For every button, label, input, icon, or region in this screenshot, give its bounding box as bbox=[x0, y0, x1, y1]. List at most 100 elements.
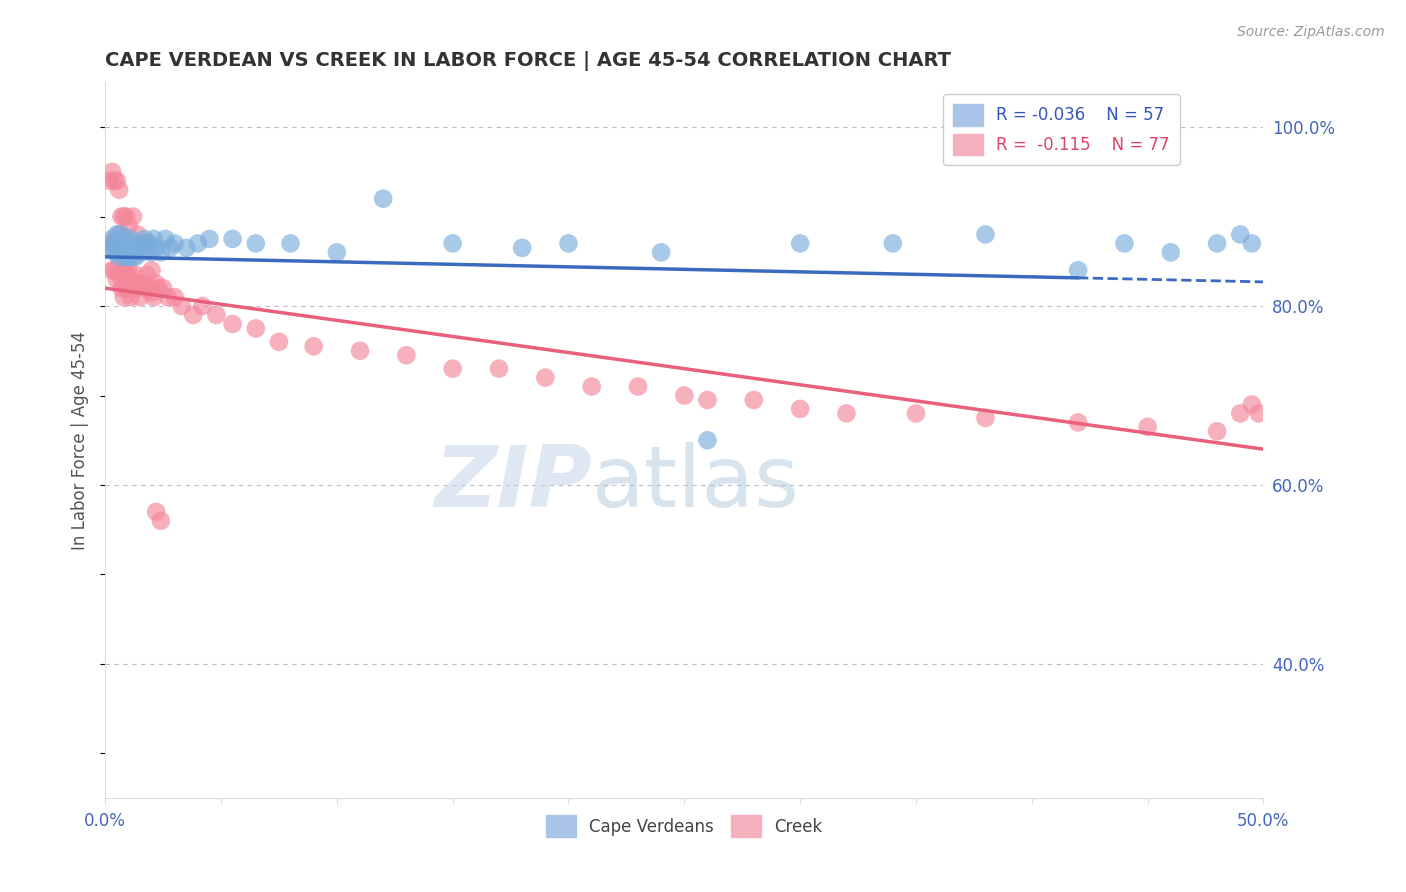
Point bbox=[1229, 227, 1251, 242]
Point bbox=[110, 272, 132, 286]
Point bbox=[101, 263, 124, 277]
Point bbox=[267, 334, 290, 349]
Point bbox=[115, 210, 138, 224]
Point bbox=[112, 263, 135, 277]
Point bbox=[191, 299, 214, 313]
Point bbox=[110, 210, 132, 224]
Point bbox=[141, 263, 163, 277]
Point bbox=[98, 241, 121, 255]
Point bbox=[120, 245, 142, 260]
Point bbox=[117, 236, 139, 251]
Text: atlas: atlas bbox=[592, 442, 800, 524]
Point bbox=[696, 434, 718, 448]
Text: ZIP: ZIP bbox=[434, 442, 592, 524]
Point bbox=[280, 236, 302, 251]
Point bbox=[129, 236, 152, 251]
Point bbox=[122, 241, 145, 255]
Point bbox=[205, 308, 228, 322]
Legend: Cape Verdeans, Creek: Cape Verdeans, Creek bbox=[540, 809, 830, 844]
Point bbox=[127, 227, 149, 242]
Point bbox=[108, 250, 131, 264]
Point bbox=[245, 236, 267, 251]
Point bbox=[110, 227, 132, 242]
Point bbox=[1136, 420, 1159, 434]
Point bbox=[187, 236, 209, 251]
Point bbox=[148, 281, 170, 295]
Point bbox=[103, 263, 125, 277]
Point bbox=[120, 290, 142, 304]
Point bbox=[1240, 397, 1263, 411]
Point bbox=[141, 285, 163, 300]
Point bbox=[395, 348, 418, 362]
Point bbox=[110, 281, 132, 295]
Point bbox=[488, 361, 510, 376]
Point bbox=[127, 241, 149, 255]
Point bbox=[108, 183, 131, 197]
Y-axis label: In Labor Force | Age 45-54: In Labor Force | Age 45-54 bbox=[72, 331, 89, 549]
Point bbox=[1206, 236, 1229, 251]
Point bbox=[159, 241, 181, 255]
Point bbox=[181, 308, 204, 322]
Point bbox=[112, 232, 135, 246]
Point bbox=[103, 174, 125, 188]
Point bbox=[117, 250, 139, 264]
Point bbox=[105, 245, 128, 260]
Point bbox=[138, 281, 160, 295]
Point bbox=[115, 250, 138, 264]
Text: CAPE VERDEAN VS CREEK IN LABOR FORCE | AGE 45-54 CORRELATION CHART: CAPE VERDEAN VS CREEK IN LABOR FORCE | A… bbox=[105, 51, 952, 70]
Point bbox=[135, 241, 157, 255]
Point bbox=[650, 245, 672, 260]
Point bbox=[134, 281, 156, 295]
Point bbox=[131, 245, 153, 260]
Point bbox=[974, 410, 997, 425]
Point bbox=[112, 245, 135, 260]
Point bbox=[98, 174, 121, 188]
Point bbox=[245, 321, 267, 335]
Point bbox=[103, 245, 125, 260]
Point bbox=[115, 268, 138, 282]
Point bbox=[1240, 236, 1263, 251]
Point bbox=[1114, 236, 1136, 251]
Point bbox=[510, 241, 533, 255]
Point bbox=[156, 290, 179, 304]
Point bbox=[110, 241, 132, 255]
Point bbox=[124, 268, 146, 282]
Point bbox=[1247, 406, 1270, 420]
Point bbox=[1160, 245, 1182, 260]
Point bbox=[152, 281, 174, 295]
Point bbox=[105, 227, 128, 242]
Point bbox=[117, 281, 139, 295]
Point bbox=[103, 236, 125, 251]
Point bbox=[198, 232, 221, 246]
Point bbox=[112, 290, 135, 304]
Point bbox=[135, 236, 157, 251]
Point bbox=[882, 236, 904, 251]
Point bbox=[534, 370, 557, 384]
Point bbox=[1206, 425, 1229, 439]
Point bbox=[120, 232, 142, 246]
Point bbox=[141, 245, 163, 260]
Point bbox=[122, 281, 145, 295]
Point bbox=[581, 379, 603, 393]
Point bbox=[117, 263, 139, 277]
Point bbox=[115, 241, 138, 255]
Point bbox=[696, 392, 718, 407]
Point bbox=[112, 210, 135, 224]
Point bbox=[127, 277, 149, 291]
Point bbox=[221, 317, 243, 331]
Point bbox=[1229, 406, 1251, 420]
Point bbox=[135, 268, 157, 282]
Point bbox=[373, 192, 395, 206]
Point bbox=[441, 361, 464, 376]
Point bbox=[155, 232, 177, 246]
Point bbox=[101, 232, 124, 246]
Point bbox=[673, 388, 696, 402]
Point bbox=[134, 232, 156, 246]
Point bbox=[108, 227, 131, 242]
Point bbox=[98, 236, 121, 251]
Point bbox=[145, 277, 167, 291]
Point bbox=[627, 379, 650, 393]
Point bbox=[108, 236, 131, 251]
Point bbox=[108, 263, 131, 277]
Point bbox=[145, 241, 167, 255]
